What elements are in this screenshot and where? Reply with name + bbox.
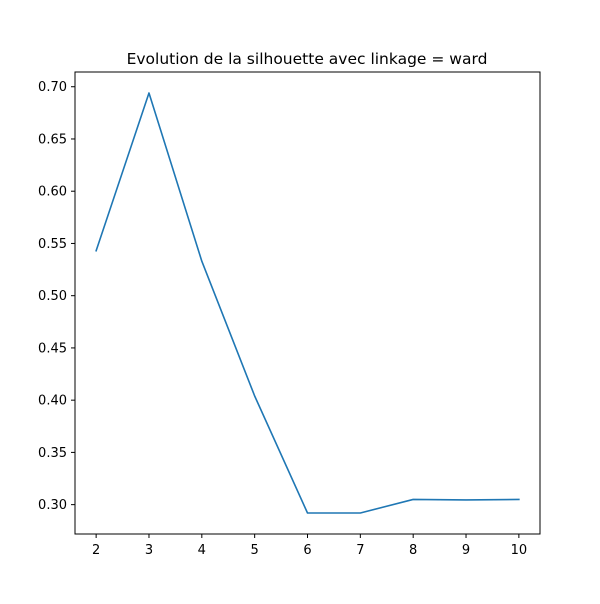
y-tick-label: 0.45 [38, 341, 67, 356]
y-tick-label: 0.70 [38, 80, 67, 95]
y-tick-label: 0.40 [38, 394, 67, 409]
x-tick-label: 3 [145, 543, 153, 558]
x-tick-label: 4 [198, 543, 206, 558]
chart-title: Evolution de la silhouette avec linkage … [127, 50, 488, 68]
y-tick-label: 0.65 [38, 132, 67, 147]
x-tick-label: 6 [303, 543, 311, 558]
y-tick-label: 0.35 [38, 446, 67, 461]
x-tick-label: 7 [356, 543, 364, 558]
x-tick-label: 8 [409, 543, 417, 558]
y-tick-label: 0.30 [38, 498, 67, 513]
y-tick-label: 0.60 [38, 185, 67, 200]
y-tick-label: 0.50 [38, 289, 67, 304]
y-tick-label: 0.55 [38, 237, 67, 252]
x-tick-label: 2 [92, 543, 100, 558]
x-tick-label: 5 [251, 543, 259, 558]
x-tick-label: 9 [462, 543, 470, 558]
x-tick-label: 10 [511, 543, 528, 558]
